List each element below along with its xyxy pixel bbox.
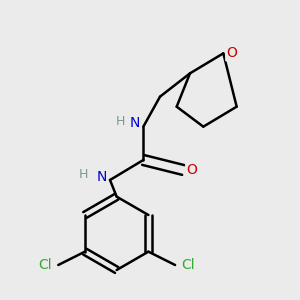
Text: N: N [97,170,107,184]
Text: O: O [226,46,237,60]
Text: Cl: Cl [182,258,195,272]
Text: N: N [130,116,140,130]
Text: H: H [79,169,88,182]
Text: Cl: Cl [38,258,52,272]
Text: H: H [115,115,125,128]
Text: O: O [186,163,197,177]
